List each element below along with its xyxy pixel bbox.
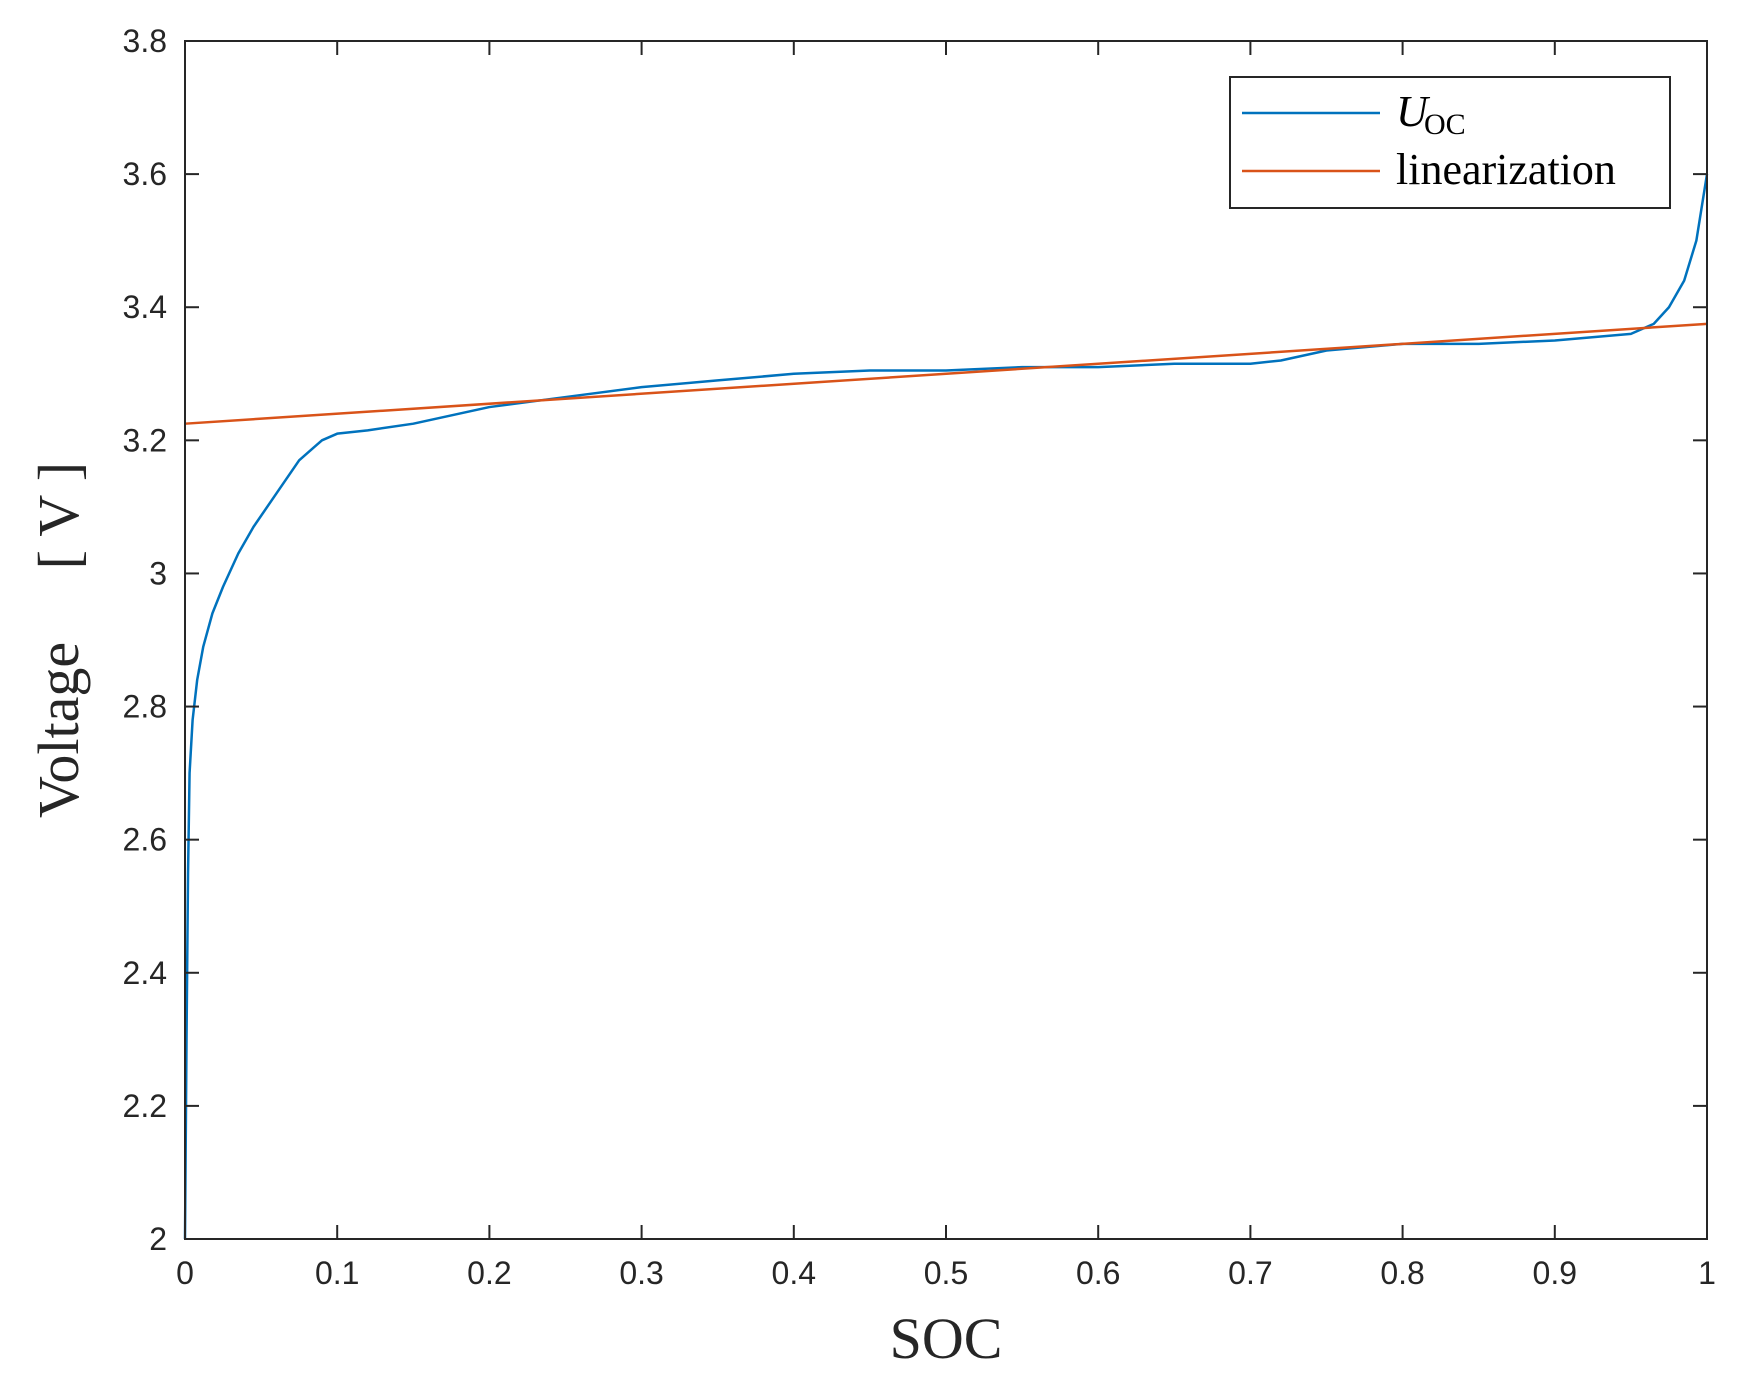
series-line-linearization <box>184 322 1708 425</box>
y-tick-label: 3 <box>149 555 167 591</box>
x-axis-title: SOC <box>890 1306 1003 1371</box>
x-tick-label: 0.6 <box>1076 1255 1120 1291</box>
y-tick-label: 2.2 <box>123 1088 167 1124</box>
y-tick-label: 2.8 <box>123 689 167 725</box>
plot-area <box>185 41 1707 1239</box>
y-axis-title: Voltage [ V ] <box>26 462 91 818</box>
ticks-layer: 0 0.1 0.2 0.3 0.4 0.5 0.6 0.7 0.8 0.9 1 2 2.2 2.4 2.6 2… <box>123 23 1716 1291</box>
x-tick-label: 0.7 <box>1228 1255 1272 1291</box>
y-tick-label: 2.4 <box>123 955 167 991</box>
series-layer <box>183 173 1709 1240</box>
x-tick-label: 0.9 <box>1533 1255 1577 1291</box>
y-tick-label: 2 <box>149 1221 167 1257</box>
legend-label-linearization: linearization <box>1396 145 1616 194</box>
legend: U OC linearization <box>1229 76 1671 209</box>
series-line-u-oc <box>183 173 1709 1240</box>
x-tick-label: 0.8 <box>1380 1255 1424 1291</box>
axes-box <box>184 40 1708 1240</box>
x-tick-label: 0.1 <box>315 1255 359 1291</box>
legend-box <box>1229 76 1671 209</box>
y-tick-label: 2.6 <box>123 822 167 858</box>
x-tick-label: 0 <box>176 1255 194 1291</box>
y-tick-label: 3.4 <box>123 289 167 325</box>
x-tick-label: 0.3 <box>619 1255 663 1291</box>
x-tick-label: 0.2 <box>467 1255 511 1291</box>
x-tick-label: 0.5 <box>924 1255 968 1291</box>
legend-label-uoc-subscript: OC <box>1424 108 1466 141</box>
x-tick-label: 0.4 <box>772 1255 816 1291</box>
y-tick-label: 3.8 <box>123 23 167 59</box>
y-tick-label: 3.2 <box>123 422 167 458</box>
x-tick-label: 1 <box>1698 1255 1716 1291</box>
legend-label-uoc: U <box>1396 87 1431 136</box>
y-tick-label: 3.6 <box>123 156 167 192</box>
